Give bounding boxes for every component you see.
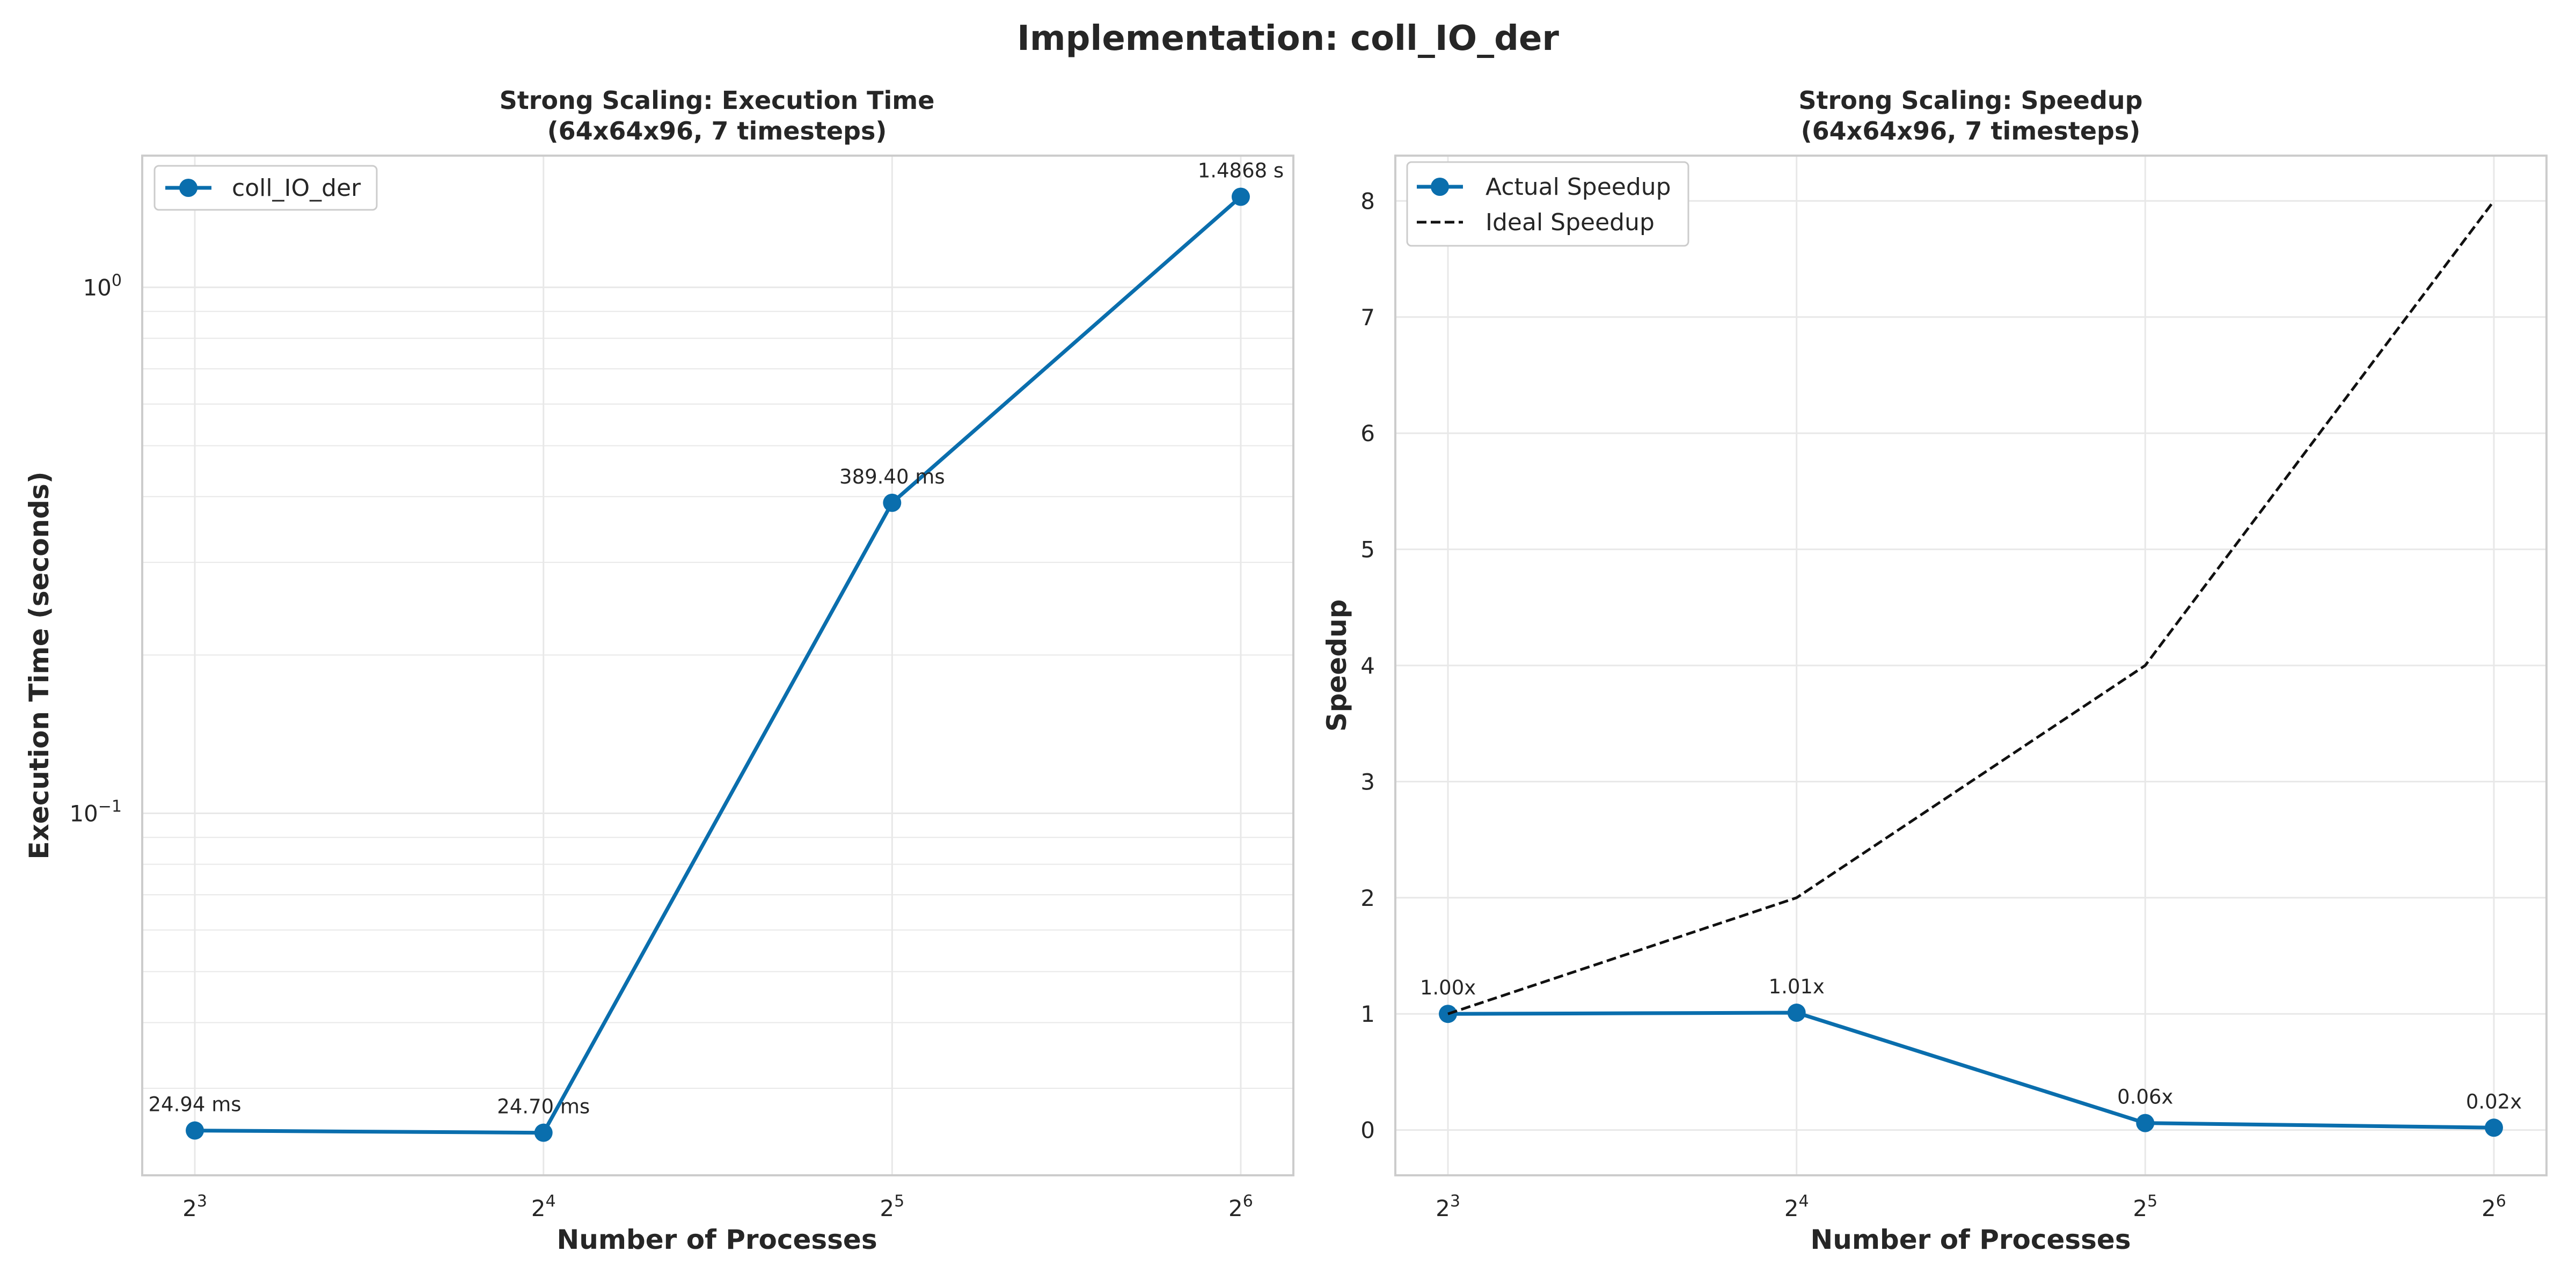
data-point-marker <box>883 493 902 512</box>
execution-time-gridlines <box>142 156 1293 1175</box>
execution-time-subtitle: (64x64x96, 7 timesteps) <box>547 116 887 145</box>
execution-time-legend: coll_IO_der <box>153 165 378 211</box>
execution-time-frame <box>141 155 1294 1176</box>
data-point-label: 0.02x <box>2466 1090 2522 1113</box>
y-tick-label: 3 <box>1360 769 1375 795</box>
data-point-marker <box>2136 1114 2155 1132</box>
y-tick-label: 0 <box>1360 1117 1375 1144</box>
data-point-label: 0.06x <box>2117 1086 2173 1109</box>
execution-time-y-axis-label: Execution Time (seconds) <box>24 471 55 859</box>
execution-time-panel: Strong Scaling: Execution Time (64x64x96… <box>24 86 1294 1255</box>
execution-time-legend-box <box>153 165 378 211</box>
speedup-frame <box>1394 155 2548 1176</box>
speedup-y-axis-label: Speedup <box>1321 599 1352 732</box>
speedup-legend-box <box>1406 161 1689 247</box>
data-point-label: 1.00x <box>1420 976 1476 999</box>
execution-time-plot-area <box>142 156 1293 1175</box>
data-point-marker <box>1787 1004 1806 1022</box>
data-point-label: 389.40 ms <box>839 465 945 488</box>
execution-time-y-ticks: 100 10−1 <box>69 271 122 826</box>
figure-suptitle: Implementation: coll_IO_der <box>1017 19 1559 58</box>
speedup-y-ticks: 0 1 2 3 4 5 6 7 8 <box>1360 188 1375 1143</box>
legend-label-ideal-speedup: Ideal Speedup <box>1485 209 1655 236</box>
y-tick-label: 7 <box>1360 304 1375 331</box>
execution-time-x-ticks: 23 24 25 26 <box>182 1192 1253 1221</box>
x-tick-label: 24 <box>531 1192 556 1221</box>
x-tick-label: 25 <box>2133 1192 2157 1221</box>
speedup-legend: Actual Speedup Ideal Speedup <box>1406 161 1689 247</box>
data-point-label: 24.70 ms <box>497 1095 590 1118</box>
x-tick-label: 23 <box>182 1192 207 1221</box>
y-tick-label: 6 <box>1360 420 1375 447</box>
data-point-label: 1.01x <box>1769 975 1825 998</box>
speedup-subtitle: (64x64x96, 7 timesteps) <box>1801 116 2141 145</box>
data-point-label: 1.4868 s <box>1198 159 1284 182</box>
data-point-marker <box>1231 187 1250 206</box>
x-tick-label: 24 <box>1784 1192 1809 1221</box>
speedup-panel: Strong Scaling: Speedup (64x64x96, 7 tim… <box>1321 86 2548 1255</box>
y-tick-label: 10−1 <box>69 797 122 826</box>
series-line-actual-speedup <box>1447 1011 2494 1130</box>
series-line-ideal-speedup <box>1447 200 2495 1015</box>
x-tick-label: 26 <box>1228 1192 1253 1221</box>
series-line-coll-io-der <box>194 195 1242 1135</box>
legend-label-actual-speedup: Actual Speedup <box>1485 173 1671 201</box>
y-tick-label: 4 <box>1360 653 1375 679</box>
speedup-x-axis-label: Number of Processes <box>1810 1224 2131 1255</box>
y-tick-label: 2 <box>1360 885 1375 911</box>
data-point-marker <box>186 1121 204 1140</box>
execution-time-x-axis-label: Number of Processes <box>557 1224 877 1255</box>
execution-time-series: 24.94 ms 24.70 ms 389.40 ms 1.4868 s <box>149 159 1284 1142</box>
y-tick-label: 1 <box>1360 1001 1375 1027</box>
data-point-marker <box>2484 1118 2503 1137</box>
legend-label-coll-io-der: coll_IO_der <box>232 174 361 202</box>
data-point-marker <box>534 1123 553 1142</box>
x-tick-label: 23 <box>1436 1192 1460 1221</box>
y-tick-label: 8 <box>1360 188 1375 214</box>
speedup-series: 1.00x 1.01x 0.06x 0.02x <box>1420 200 2522 1137</box>
x-tick-label: 25 <box>880 1192 904 1221</box>
legend-swatch-coll-io-der-marker <box>179 179 197 197</box>
legend-swatch-actual-speedup-marker <box>1431 178 1449 196</box>
y-tick-label: 100 <box>83 271 122 301</box>
speedup-title: Strong Scaling: Speedup <box>1798 86 2142 115</box>
y-tick-label: 5 <box>1360 537 1375 563</box>
data-point-label: 24.94 ms <box>149 1093 241 1116</box>
execution-time-title: Strong Scaling: Execution Time <box>500 86 935 115</box>
speedup-x-ticks: 23 24 25 26 <box>1436 1192 2506 1221</box>
x-tick-label: 26 <box>2482 1192 2506 1221</box>
